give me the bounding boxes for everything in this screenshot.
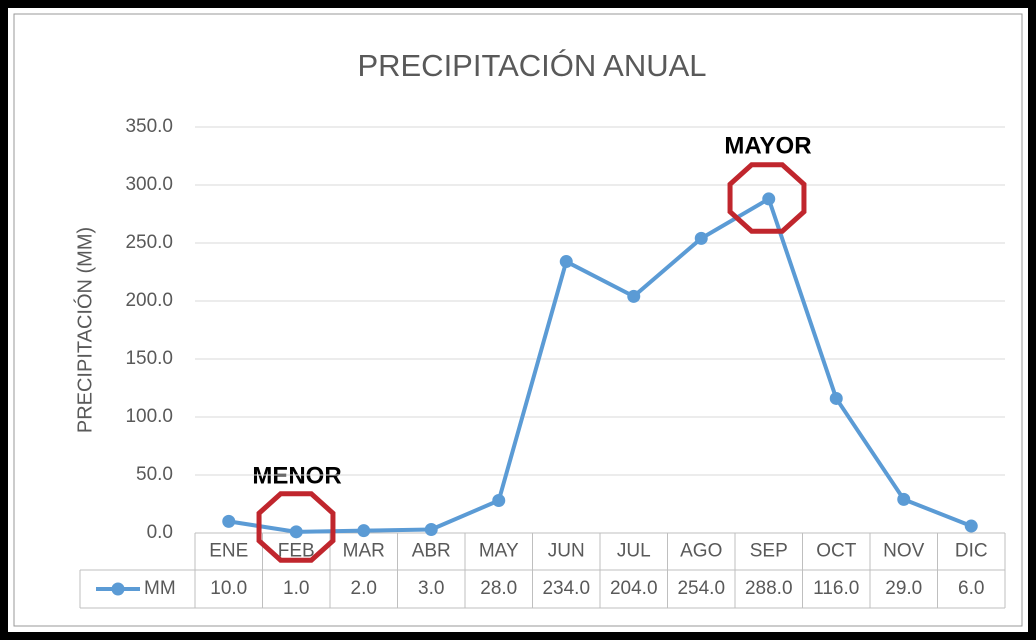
y-tick-label: 50.0 (136, 464, 173, 485)
y-tick-label: 100.0 (125, 406, 173, 427)
highlight (256, 491, 336, 563)
x-tick-label: OCT (816, 541, 857, 562)
series-line (228, 196, 972, 534)
chart-title: PRECIPITACIÓN ANUAL (357, 48, 706, 83)
point (357, 524, 371, 538)
data-label: 29.0 (885, 578, 922, 599)
x-tick-label: JUL (617, 541, 651, 562)
data-label: 28.0 (480, 578, 517, 599)
point (559, 255, 573, 269)
legend-marker (111, 582, 125, 596)
point (492, 494, 506, 508)
annotation: MENOR (252, 462, 341, 489)
data-label: 3.0 (418, 578, 444, 599)
point (897, 492, 911, 506)
y-tick-label: 200.0 (125, 290, 173, 311)
x-tick-label: JUN (548, 541, 585, 562)
x-tick-label: SEP (750, 541, 788, 562)
x-tick-label: NOV (883, 541, 925, 562)
y-tick-label: 300.0 (125, 174, 173, 195)
x-tick-label: MAR (343, 541, 385, 562)
data-label: 10.0 (210, 578, 247, 599)
y-tick-label: 150.0 (125, 348, 173, 369)
point (627, 289, 641, 303)
annotation: MAYOR (724, 132, 811, 159)
data-label: 1.0 (283, 578, 309, 599)
x-tick-label: AGO (680, 541, 722, 562)
point (222, 514, 236, 528)
data-label: 2.0 (351, 578, 377, 599)
y-tick-label: 350.0 (125, 116, 173, 137)
point (424, 523, 438, 537)
data-label: 234.0 (542, 578, 590, 599)
point (762, 192, 776, 206)
point (964, 519, 978, 533)
y-axis-label: PRECIPITACIÓN (MM) (73, 227, 96, 433)
x-tick-label: DIC (955, 541, 988, 562)
inner-frame (13, 13, 1023, 627)
y-tick-label: 250.0 (125, 232, 173, 253)
data-label: 6.0 (958, 578, 984, 599)
data-label: 204.0 (610, 578, 658, 599)
y-tick-label: 0.0 (147, 522, 173, 543)
x-tick-label: ABR (412, 541, 451, 562)
point (289, 525, 303, 539)
point (829, 391, 843, 405)
x-tick-label: ENE (209, 541, 248, 562)
data-label: 254.0 (677, 578, 725, 599)
highlight (727, 162, 807, 234)
x-tick-label: FEB (278, 541, 315, 562)
point (694, 231, 708, 245)
x-tick-label: MAY (479, 541, 519, 562)
legend-label: MM (144, 578, 176, 599)
data-label: 288.0 (745, 578, 793, 599)
data-label: 116.0 (813, 578, 859, 599)
